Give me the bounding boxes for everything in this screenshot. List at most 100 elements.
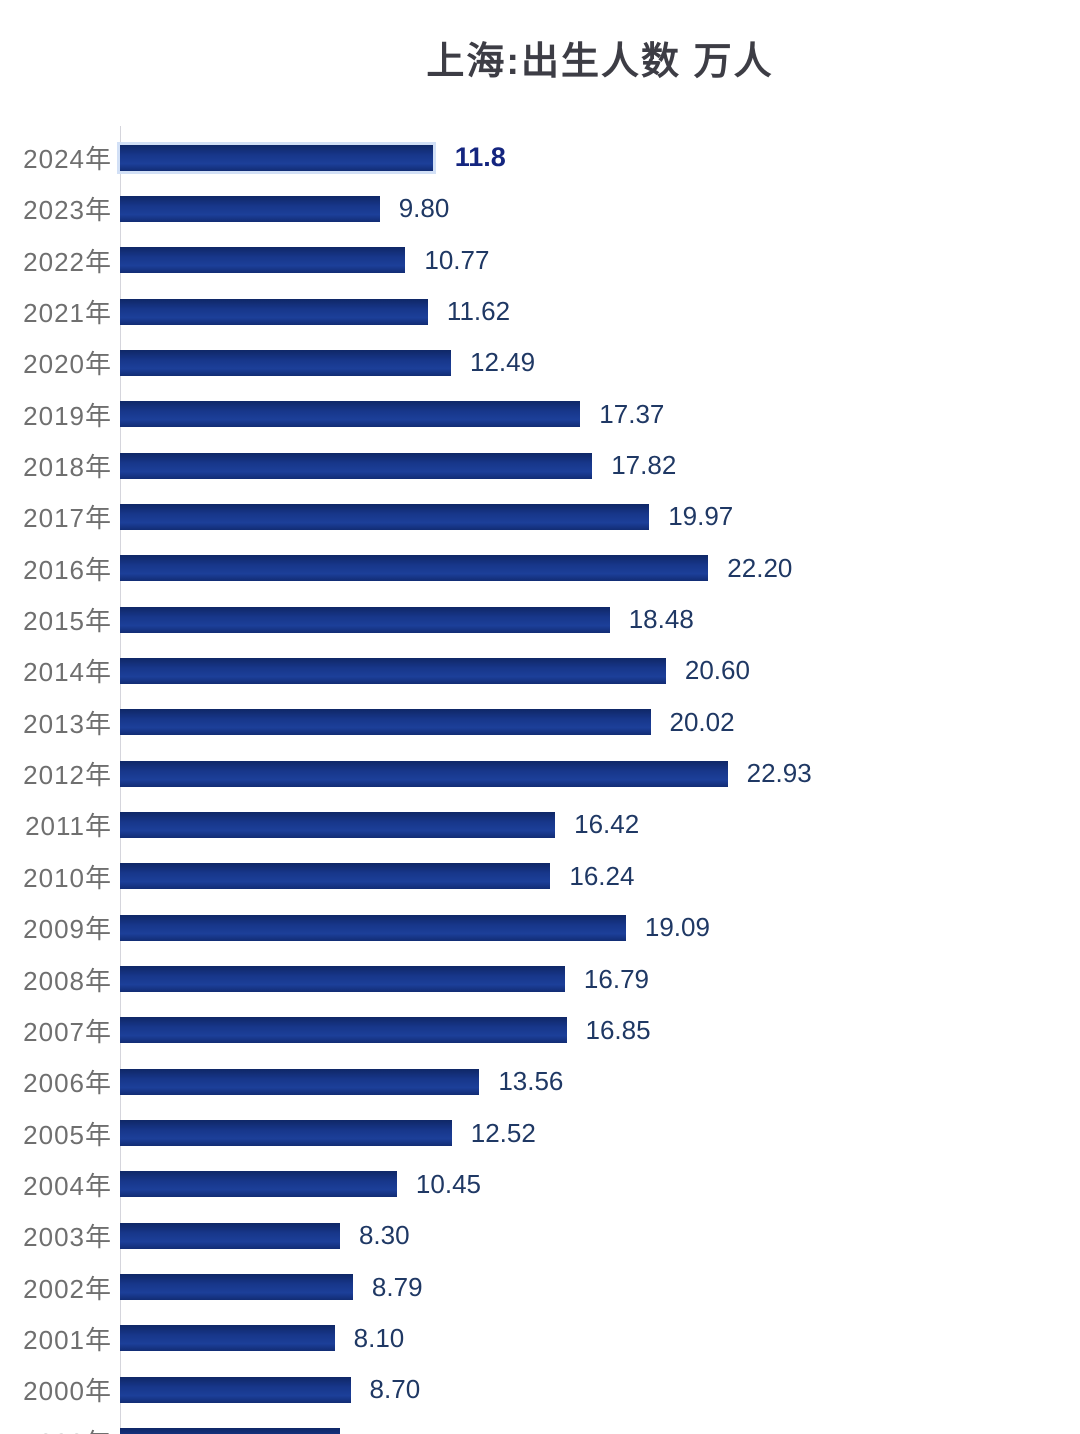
bar — [120, 503, 650, 530]
bar — [120, 247, 406, 274]
year-label: 2000年 — [23, 1376, 112, 1407]
bar-row: 2017年 19.97 — [0, 491, 1080, 542]
year-label: 2007年 — [23, 1016, 112, 1047]
bar-track: 16.24 — [112, 851, 1080, 902]
bar — [120, 760, 728, 787]
bar-row: 2004年 10.45 — [0, 1159, 1080, 1210]
bar — [120, 1120, 452, 1147]
bar-track: 8.79 — [112, 1261, 1080, 1312]
bar-track: 12.52 — [112, 1107, 1080, 1158]
year-label: 2001年 — [23, 1324, 112, 1355]
bar-row: 2018年 17.82 — [0, 440, 1080, 491]
bar-row: 2007年 16.85 — [0, 1005, 1080, 1056]
year-label: 2019年 — [23, 400, 112, 431]
bar-row: 2012年 22.93 — [0, 748, 1080, 799]
value-label: 18.48 — [628, 604, 694, 635]
value-label: 16.24 — [569, 860, 635, 891]
bar — [120, 606, 610, 633]
bar — [120, 914, 626, 941]
bar-row: 2015年 18.48 — [0, 594, 1080, 645]
bar-row: 2016年 22.20 — [0, 543, 1080, 594]
bar-row: 2014年 20.60 — [0, 645, 1080, 696]
bar-track: 10.45 — [112, 1159, 1080, 1210]
bar — [120, 1222, 340, 1249]
bar-row: 2002年 8.79 — [0, 1261, 1080, 1312]
year-label: 2010年 — [23, 862, 112, 893]
bar-track: 17.37 — [112, 389, 1080, 440]
value-label: 19.09 — [644, 912, 710, 943]
value-label: 16.85 — [585, 1014, 651, 1045]
value-label: 8.10 — [353, 1322, 405, 1353]
bar — [120, 452, 593, 479]
bar-row: 2008年 16.79 — [0, 953, 1080, 1004]
bar-track: 16.42 — [112, 799, 1080, 850]
year-label: 2022年 — [23, 246, 112, 277]
bar-track: 8.10 — [112, 1313, 1080, 1364]
bar — [120, 144, 433, 171]
year-label: 2017年 — [23, 503, 112, 534]
bar-track: 8.70 — [112, 1364, 1080, 1415]
bar-track: 12.49 — [112, 337, 1080, 388]
bar-row: 2011年 16.42 — [0, 799, 1080, 850]
bar-track: 16.85 — [112, 1005, 1080, 1056]
value-label: 8.30 — [358, 1220, 410, 1251]
bar — [120, 349, 451, 376]
year-label: 2013年 — [23, 708, 112, 739]
bar — [120, 401, 581, 428]
bar — [120, 298, 428, 325]
bar-track: 20.60 — [112, 645, 1080, 696]
bar-track: 22.20 — [112, 543, 1080, 594]
value-label: 12.49 — [469, 347, 536, 378]
year-label: 2002年 — [23, 1273, 112, 1304]
bar-row-partial: 1999年 — [0, 1415, 1080, 1434]
bar-track: 10.77 — [112, 235, 1080, 286]
bar-track: 13.56 — [112, 1056, 1080, 1107]
bar — [120, 1428, 340, 1434]
bar-track: 16.79 — [112, 953, 1080, 1004]
bar — [120, 709, 651, 736]
bar-row: 2001年 8.10 — [0, 1313, 1080, 1364]
year-label: 2014年 — [23, 657, 112, 688]
year-label: 2009年 — [23, 914, 112, 945]
value-label: 11.8 — [454, 142, 506, 172]
value-label: 10.77 — [424, 244, 490, 275]
chart-title: 上海:出生人数 万人 — [426, 41, 774, 83]
bar-track: 9.80 — [112, 183, 1080, 234]
year-label: 2020年 — [23, 349, 112, 380]
bar-row: 2024年 11.8 — [0, 132, 1080, 183]
bar — [120, 966, 565, 992]
value-label: 12.52 — [470, 1117, 536, 1148]
year-label: 2008年 — [23, 965, 112, 996]
bar-row: 2020年 12.49 — [0, 337, 1080, 388]
year-label: 2018年 — [23, 452, 112, 483]
bar-track: 19.09 — [112, 902, 1080, 953]
bar-track: 22.93 — [112, 748, 1080, 799]
bar-row: 2022年 10.77 — [0, 235, 1080, 286]
value-label: 8.79 — [371, 1271, 423, 1302]
bar-row: 2010年 16.24 — [0, 851, 1080, 902]
year-label: 2023年 — [23, 195, 112, 226]
value-label: 16.79 — [583, 963, 649, 994]
bar — [120, 555, 709, 582]
bar-track: 11.62 — [112, 286, 1080, 337]
bar — [120, 1171, 397, 1198]
value-label: 22.20 — [727, 552, 793, 583]
bar-track: 8.30 — [112, 1210, 1080, 1261]
bar — [120, 195, 380, 222]
year-label: 2006年 — [23, 1068, 112, 1099]
year-label: 2005年 — [23, 1119, 112, 1150]
bar-row: 2005年 12.52 — [0, 1107, 1080, 1158]
bar-track: 11.8 — [112, 132, 1080, 183]
bar-row: 2006年 13.56 — [0, 1056, 1080, 1107]
bar-row: 2023年 9.80 — [0, 183, 1080, 234]
value-label: 17.82 — [611, 450, 677, 481]
value-label: 22.93 — [746, 758, 812, 789]
bar — [120, 811, 556, 838]
year-label: 1999年 — [0, 1423, 112, 1434]
bar-track: 19.97 — [112, 491, 1080, 542]
bar — [120, 657, 666, 684]
value-label: 10.45 — [415, 1168, 481, 1199]
bar-track: 17.82 — [112, 440, 1080, 491]
year-label: 2004年 — [23, 1170, 112, 1201]
value-label: 8.70 — [369, 1374, 421, 1405]
